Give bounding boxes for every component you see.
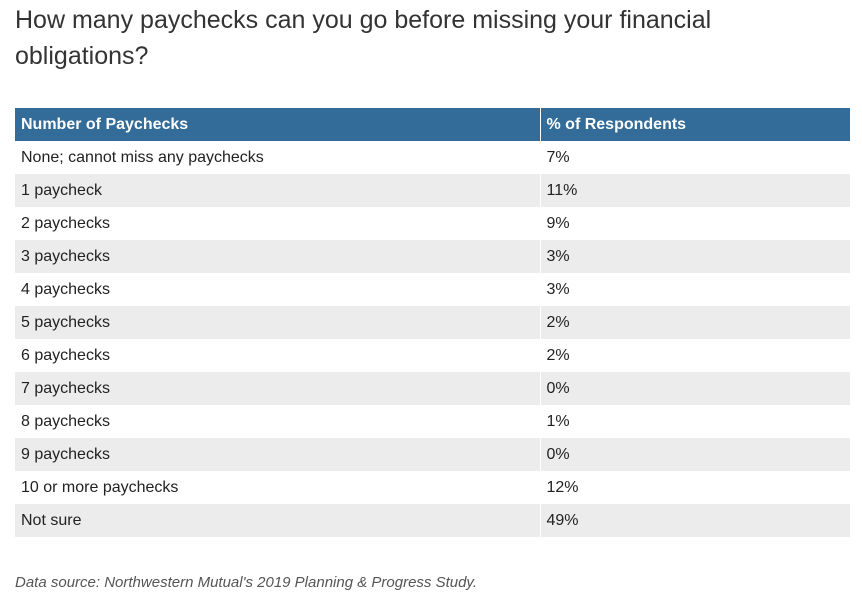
table-row: 10 or more paychecks 12% <box>15 471 850 504</box>
cell-percent-of-respondents: 3% <box>540 273 850 306</box>
cell-percent-of-respondents: 0% <box>540 372 850 405</box>
table-row: 1 paycheck 11% <box>15 174 850 207</box>
cell-number-of-paychecks: Not sure <box>15 504 541 537</box>
table-header-row: Number of Paychecks % of Respondents <box>15 108 850 141</box>
cell-percent-of-respondents: 7% <box>540 141 850 174</box>
cell-number-of-paychecks: 10 or more paychecks <box>15 471 541 504</box>
data-source-note: Data source: Northwestern Mutual's 2019 … <box>15 574 477 591</box>
cell-percent-of-respondents: 2% <box>540 339 850 372</box>
cell-number-of-paychecks: 7 paychecks <box>15 372 541 405</box>
cell-number-of-paychecks: None; cannot miss any paychecks <box>15 141 541 174</box>
data-table: Number of Paychecks % of Respondents Non… <box>15 108 850 537</box>
cell-percent-of-respondents: 1% <box>540 405 850 438</box>
cell-number-of-paychecks: 9 paychecks <box>15 438 541 471</box>
cell-number-of-paychecks: 5 paychecks <box>15 306 541 339</box>
table-row: 2 paychecks 9% <box>15 207 850 240</box>
table-row: 9 paychecks 0% <box>15 438 850 471</box>
column-header-percent-of-respondents: % of Respondents <box>540 108 850 141</box>
table-body: None; cannot miss any paychecks 7% 1 paych… <box>15 141 850 537</box>
cell-percent-of-respondents: 2% <box>540 306 850 339</box>
cell-percent-of-respondents: 0% <box>540 438 850 471</box>
chart-title: How many paychecks can you go before mis… <box>15 6 712 70</box>
table-row: 4 paychecks 3% <box>15 273 850 306</box>
cell-number-of-paychecks: 4 paychecks <box>15 273 541 306</box>
table-row: Not sure 49% <box>15 504 850 537</box>
cell-percent-of-respondents: 49% <box>540 504 850 537</box>
cell-number-of-paychecks: 8 paychecks <box>15 405 541 438</box>
table-row: None; cannot miss any paychecks 7% <box>15 141 850 174</box>
cell-number-of-paychecks: 3 paychecks <box>15 240 541 273</box>
column-header-number-of-paychecks: Number of Paychecks <box>15 108 541 141</box>
table-row: 5 paychecks 2% <box>15 306 850 339</box>
cell-percent-of-respondents: 11% <box>540 174 850 207</box>
table-row: 6 paychecks 2% <box>15 339 850 372</box>
table-row: 3 paychecks 3% <box>15 240 850 273</box>
cell-number-of-paychecks: 2 paychecks <box>15 207 541 240</box>
cell-percent-of-respondents: 3% <box>540 240 850 273</box>
cell-percent-of-respondents: 12% <box>540 471 850 504</box>
cell-percent-of-respondents: 9% <box>540 207 850 240</box>
table-row: 8 paychecks 1% <box>15 405 850 438</box>
table-row: 7 paychecks 0% <box>15 372 850 405</box>
cell-number-of-paychecks: 1 paycheck <box>15 174 541 207</box>
cell-number-of-paychecks: 6 paychecks <box>15 339 541 372</box>
